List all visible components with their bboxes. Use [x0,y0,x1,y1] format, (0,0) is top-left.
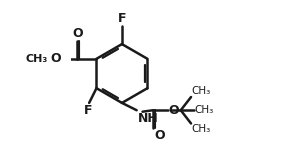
Text: O: O [72,27,83,40]
Text: CH₃: CH₃ [195,105,214,115]
Text: O: O [51,52,61,65]
Text: O: O [168,104,179,117]
Text: CH₃: CH₃ [192,124,211,134]
Text: O: O [154,129,165,142]
Text: CH₃: CH₃ [192,86,211,96]
Text: F: F [118,12,126,25]
Text: NH: NH [138,112,159,125]
Text: F: F [84,104,92,117]
Text: CH₃: CH₃ [26,54,48,64]
